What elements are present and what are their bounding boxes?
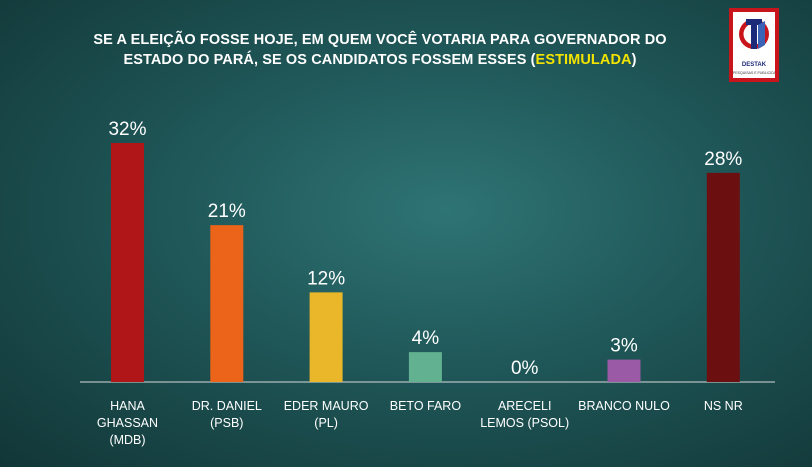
- data-label: 3%: [610, 336, 638, 357]
- data-label: 28%: [704, 149, 742, 170]
- logo-mark-icon: [739, 19, 769, 49]
- category-label: DR. DANIEL (PSB): [192, 399, 262, 430]
- bar: [111, 143, 144, 382]
- category-label: EDER MAURO (PL): [284, 399, 369, 430]
- category-label: HANA GHASSAN (MDB): [97, 399, 158, 447]
- title-line-1: SE A ELEIÇÃO FOSSE HOJE, EM QUEM VOCÊ VO…: [93, 32, 667, 48]
- data-label: 0%: [511, 358, 539, 379]
- category-label: NS NR: [704, 399, 743, 413]
- bar: [210, 225, 244, 382]
- data-label: 12%: [307, 268, 345, 289]
- category-label: BETO FARO: [390, 399, 462, 413]
- bar: [706, 172, 740, 382]
- title-highlight: ESTIMULADA: [535, 52, 632, 68]
- data-label: 4%: [412, 328, 440, 349]
- data-label: 21%: [208, 201, 246, 222]
- bar: [408, 352, 442, 382]
- title-line-2-prefix: ESTADO DO PARÁ, SE OS CANDIDATOS FOSSEM …: [123, 52, 536, 68]
- logo-name: DESTAK: [741, 62, 767, 68]
- bar: [309, 292, 343, 382]
- logo-tagline: PESQUISAS E PUBLICIDADE: [733, 71, 775, 75]
- data-label: 32%: [108, 119, 146, 140]
- title-line-2-suffix: ): [631, 52, 637, 68]
- category-label: BRANCO NULO: [578, 399, 670, 413]
- chart-title: SE A ELEIÇÃO FOSSE HOJE, EM QUEM VOCÊ VO…: [60, 30, 700, 70]
- logo: DESTAK PESQUISAS E PUBLICIDADE: [729, 8, 779, 82]
- bar: [607, 359, 641, 382]
- category-label: ARECELI LEMOS (PSOL): [480, 399, 569, 430]
